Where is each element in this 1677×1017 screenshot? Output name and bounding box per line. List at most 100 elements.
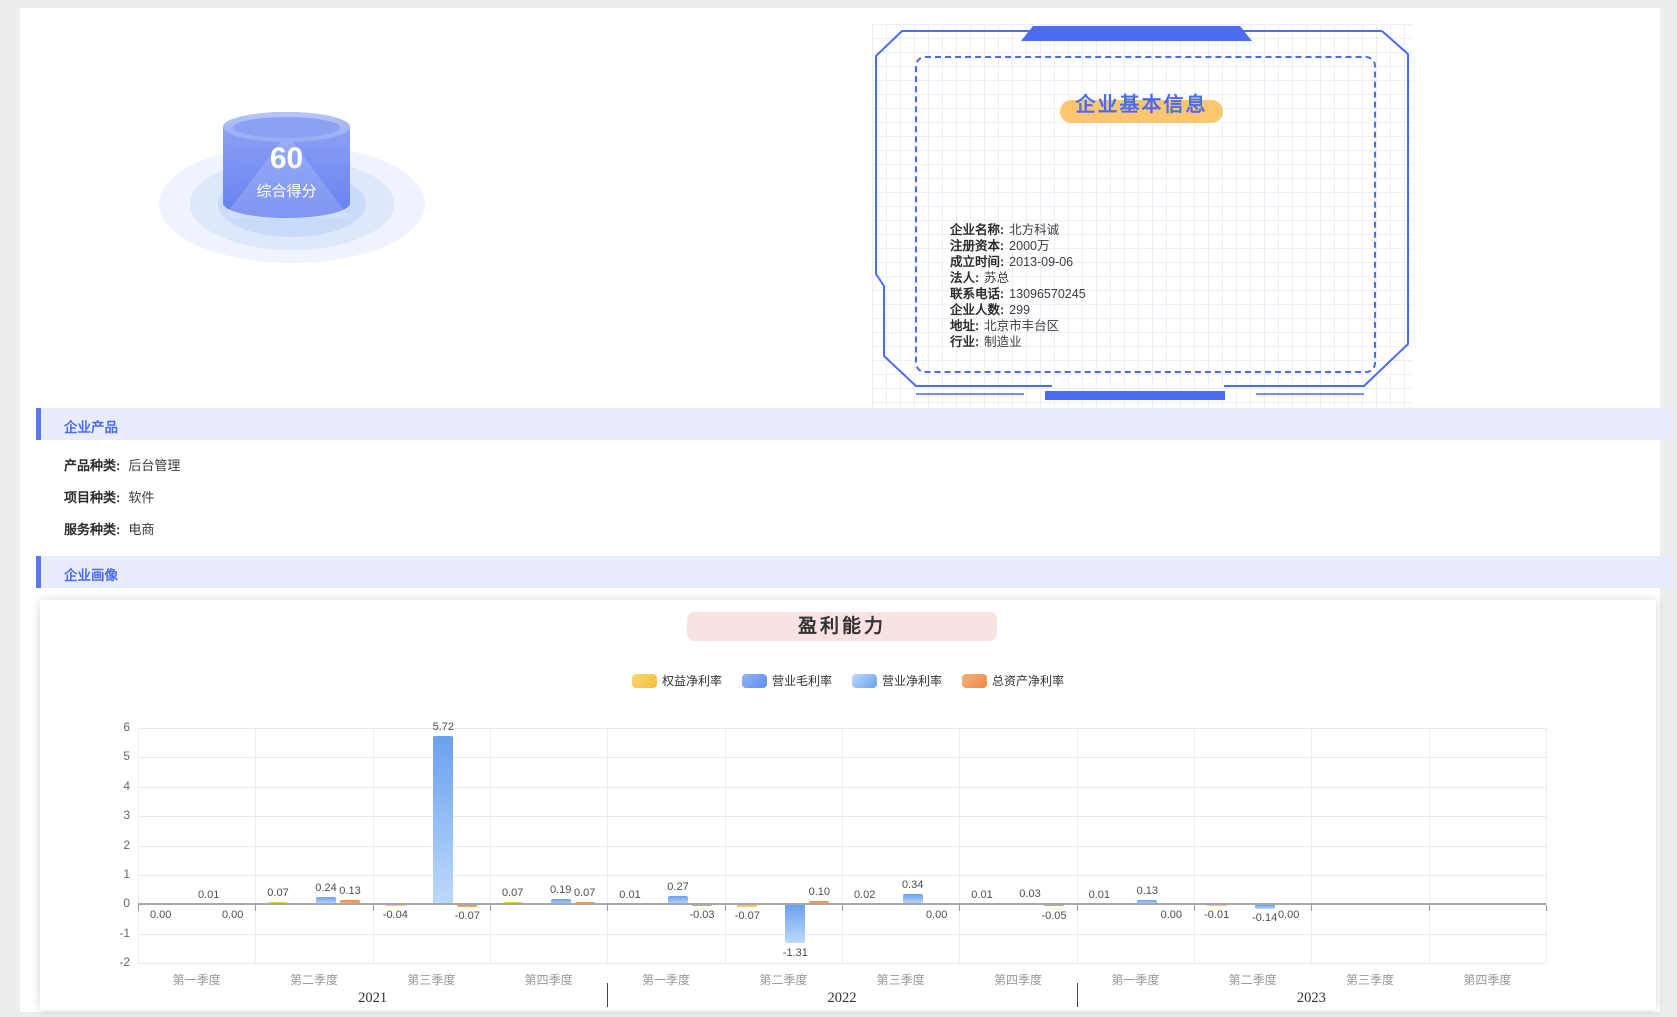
bar-value-label: 0.07	[501, 887, 524, 900]
grid-line-vertical	[1194, 728, 1195, 963]
axis-tick	[138, 905, 139, 912]
legend-item[interactable]: 营业净利率	[852, 672, 942, 689]
section-header-portrait: 企业画像	[36, 556, 1672, 588]
bar-value-label: -0.05	[1041, 909, 1067, 922]
info-field-value: 13096570245	[1009, 287, 1086, 301]
axis-tick	[842, 905, 843, 912]
axis-tick	[1194, 905, 1195, 912]
panel-dashed-border	[915, 56, 1376, 373]
bar-总资产净利率	[457, 905, 478, 908]
bar-value-label: -0.14	[1252, 912, 1278, 925]
bar-value-label: 0.19	[549, 883, 572, 896]
x-axis-label: 第一季度	[172, 973, 221, 987]
bar-总资产净利率	[1044, 905, 1064, 907]
info-field-label: 行业:	[950, 335, 980, 349]
bar-value-label: 0.00	[149, 909, 172, 922]
product-row-label: 服务种类:	[64, 522, 121, 537]
y-axis-label: 4	[123, 778, 130, 793]
bar-value-label: 0.00	[1277, 909, 1300, 922]
axis-tick	[490, 905, 491, 912]
zero-axis-line	[138, 903, 1546, 906]
x-axis-label: 第二季度	[1228, 973, 1277, 987]
bar-value-label: 0.01	[197, 888, 220, 901]
bar-value-label: 0.01	[619, 888, 641, 901]
grid-line-vertical	[255, 728, 256, 963]
bar-value-label: -0.03	[689, 909, 715, 922]
bar-权益净利率	[502, 902, 523, 905]
y-axis-label: 3	[123, 808, 130, 823]
info-field-label: 企业人数:	[950, 303, 1005, 317]
bar-权益净利率	[385, 905, 406, 907]
legend-label: 营业毛利率	[771, 674, 832, 688]
grid-line-vertical	[842, 728, 843, 963]
section-title-products: 企业产品	[64, 420, 118, 435]
bar-总资产净利率	[809, 901, 830, 905]
grid-line-vertical	[607, 728, 608, 963]
x-axis-label: 第三季度	[407, 973, 456, 987]
axis-tick	[1311, 905, 1312, 912]
bar-value-label: 0.01	[971, 888, 993, 901]
info-field-value: 苏总	[984, 271, 1010, 285]
product-row-label: 产品种类:	[64, 458, 121, 473]
y-axis-label: -2	[119, 955, 130, 969]
profitability-chart-card: 盈利能力 权益净利率 营业毛利率 营业净利率 总资产净利率 6 5 4 3 2 1 0 -1 -2 第一…	[40, 600, 1656, 1010]
axis-tick	[607, 905, 608, 912]
x-axis-label: 第二季度	[289, 973, 338, 987]
axis-tick	[1429, 905, 1430, 912]
bar-value-label: 0.34	[901, 879, 924, 892]
bar-营业净利率	[785, 905, 806, 944]
year-separator	[607, 983, 608, 1007]
bar-营业净利率	[902, 894, 923, 905]
year-separator	[1077, 983, 1078, 1007]
info-field-value: 2013-09-06	[1009, 255, 1074, 269]
y-axis-label: 5	[123, 749, 130, 764]
grid-line-vertical	[1077, 728, 1078, 963]
bar-营业净利率	[550, 898, 571, 905]
x-axis-label: 第一季度	[641, 973, 690, 987]
panel-title-highlight	[1060, 100, 1223, 123]
score-label: 综合得分	[256, 183, 317, 200]
bar-总资产净利率	[340, 900, 360, 905]
grid-line-vertical	[373, 728, 374, 963]
x-axis-label: 第四季度	[993, 973, 1042, 987]
panel-frame-decoration	[875, 26, 1409, 400]
bar-value-label: 0.24	[315, 882, 337, 895]
x-axis-label: 第二季度	[759, 973, 808, 987]
info-field-row: 成立时间: 2013-09-06	[950, 254, 1086, 270]
legend-item[interactable]: 权益净利率	[631, 672, 722, 689]
bar-营业净利率	[1254, 905, 1275, 910]
info-field-value: 北方科诚	[1009, 223, 1060, 237]
grid-line-vertical	[490, 728, 491, 963]
bar-权益净利率	[1206, 905, 1227, 907]
product-row: 项目种类: 软件	[64, 487, 154, 506]
product-row-value: 软件	[128, 490, 155, 505]
legend-swatch	[852, 673, 877, 688]
product-row: 服务种类: 电商	[64, 519, 154, 538]
bar-营业净利率	[433, 736, 454, 905]
enterprise-info-panel: 企业基本信息 企业名称: 北方科诚 注册资本: 2000万 成立时间: 2013-09-0…	[872, 24, 1412, 416]
info-field-label: 成立时间:	[950, 255, 1005, 269]
bar-value-label: 0.00	[925, 909, 948, 922]
legend-swatch	[741, 673, 767, 688]
legend-item[interactable]: 营业毛利率	[741, 672, 832, 689]
info-field-row: 企业名称: 北方科诚	[950, 222, 1086, 238]
product-row-value: 电商	[128, 522, 155, 537]
axis-tick	[1546, 905, 1547, 912]
bar-value-label: 0.00	[1160, 909, 1183, 922]
bar-总资产净利率	[574, 902, 595, 905]
info-field-label: 注册资本:	[950, 239, 1005, 253]
legend-item[interactable]: 总资产净利率	[962, 672, 1064, 689]
year-label: 2021	[358, 990, 388, 1006]
bar-value-label: -0.01	[1204, 909, 1230, 922]
bar-value-label: 0.03	[1019, 888, 1041, 901]
chart-plot-area: 6 5 4 3 2 1 0 -1 -2 第一季度 第二季度 第三季度 第四季度 第一季度 第二季度 第三季度 第…	[119, 720, 1547, 1007]
info-field-value: 北京市丰台区	[984, 319, 1060, 333]
bar-权益净利率	[737, 905, 758, 908]
bar-value-label: -0.07	[734, 910, 760, 923]
legend-swatch	[631, 673, 657, 688]
year-label: 2022	[827, 990, 857, 1006]
info-field-row: 法人: 苏总	[950, 270, 1086, 286]
y-axis-label: 6	[123, 720, 130, 734]
product-row: 产品种类: 后台管理	[64, 455, 180, 474]
axis-tick	[255, 905, 256, 912]
